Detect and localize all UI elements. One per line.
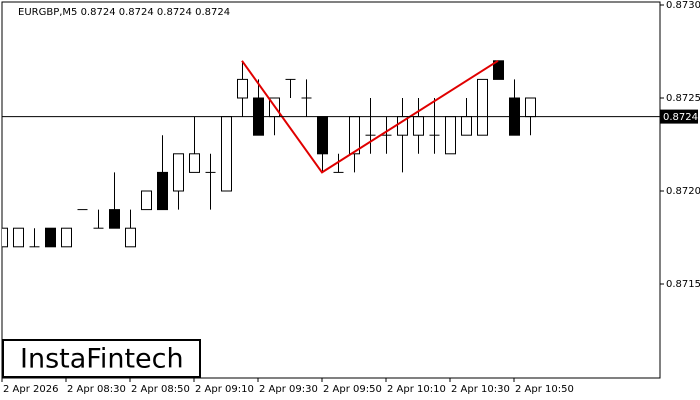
candle-body (141, 190, 152, 211)
candle-body (493, 60, 504, 80)
brand-logo: InstaFintech (20, 344, 184, 375)
x-tick-label: 2 Apr 10:50 (515, 384, 574, 395)
brand-box (2, 339, 201, 378)
x-tick-label: 2 Apr 08:30 (67, 384, 126, 395)
candle-body (221, 116, 232, 192)
candle-body (61, 227, 72, 248)
price-box (660, 109, 698, 124)
y-tick-label: 0.8725 (666, 93, 700, 104)
candle-body (477, 78, 488, 136)
candle-body (173, 153, 184, 192)
candle-body (349, 116, 360, 155)
y-tick-label: 0.8720 (666, 186, 700, 197)
x-tick-label: 2 Apr 2026 (3, 384, 58, 395)
pattern-line (241, 59, 499, 174)
x-tick-label: 2 Apr 09:30 (259, 384, 318, 395)
plot-frame (1, 1, 661, 379)
y-tick-label: 0.8715 (666, 279, 700, 290)
candle-body (157, 171, 168, 211)
candle-body (237, 78, 248, 99)
x-tick-label: 2 Apr 10:30 (451, 384, 510, 395)
x-tick-label: 2 Apr 09:10 (195, 384, 254, 395)
candle-body (317, 116, 328, 155)
candle-body (461, 116, 472, 136)
candle-body (525, 97, 536, 118)
x-tick-label: 2 Apr 09:50 (323, 384, 382, 395)
plot (2, 59, 536, 248)
x-tick-label: 2 Apr 08:50 (131, 384, 190, 395)
candle-body (125, 227, 136, 248)
candle-body (109, 209, 120, 229)
candle-body (189, 153, 200, 173)
candle-body (45, 227, 56, 248)
candle-body (445, 116, 456, 155)
candle-body (13, 227, 24, 248)
price-label: 0.8724 (663, 112, 698, 123)
x-tick-label: 2 Apr 10:10 (387, 384, 446, 395)
candle-body (2, 227, 8, 248)
y-tick-label: 0.8730 (666, 0, 700, 11)
candle-body (413, 116, 424, 136)
chart-title: EURGBP,M5 0.8724 0.8724 0.8724 0.8724 (18, 7, 230, 18)
